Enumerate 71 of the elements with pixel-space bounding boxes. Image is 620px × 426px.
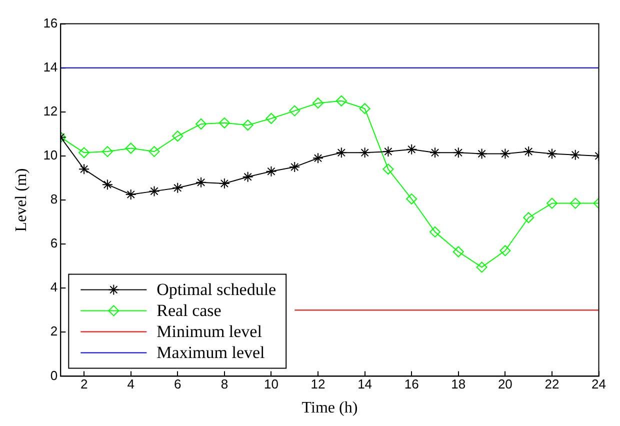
point [218, 117, 230, 128]
y-tick-label: 12 [43, 103, 58, 118]
point [289, 105, 300, 116]
x-tick-label: 24 [592, 376, 606, 392]
point [546, 198, 558, 209]
point [102, 179, 113, 190]
x-tick-label: 12 [310, 376, 326, 392]
point [148, 186, 160, 197]
point [172, 182, 184, 194]
x-tick-label: 10 [264, 376, 278, 392]
point [102, 146, 113, 158]
x-tick-label: 22 [544, 376, 560, 392]
x-tick-label: 8 [220, 376, 228, 392]
point [336, 95, 347, 106]
point [500, 245, 511, 256]
y-tick-label: 2 [50, 324, 58, 339]
point [546, 148, 558, 160]
x-tick-label: 14 [358, 376, 372, 392]
point [570, 198, 581, 209]
y-tick-label: 10 [43, 148, 58, 163]
legend-label: Real case [156, 301, 222, 320]
point [125, 188, 136, 200]
point [148, 146, 160, 158]
x-tick-label: 6 [174, 376, 182, 392]
point [476, 148, 488, 160]
point [312, 152, 324, 164]
point [430, 147, 440, 158]
point [78, 164, 90, 175]
legend-label: Minimum level [156, 322, 262, 342]
point [382, 146, 394, 158]
x-tick-label: 20 [498, 376, 512, 392]
point [242, 171, 254, 182]
point [218, 178, 230, 189]
y-tick-label: 16 [43, 15, 58, 30]
point [500, 148, 511, 160]
point [242, 120, 254, 131]
point [406, 193, 418, 204]
point [125, 142, 136, 154]
y-tick-label: 14 [43, 59, 58, 74]
point [523, 212, 534, 224]
point [452, 246, 464, 258]
point [430, 226, 440, 238]
x-tick-label: 2 [80, 376, 88, 392]
point [266, 113, 277, 124]
point [406, 144, 418, 155]
y-axis-title: Level (m) [12, 168, 30, 232]
legend-label: Optimal schedule [156, 280, 276, 300]
y-tick-label: 0 [50, 368, 58, 383]
point [312, 98, 324, 109]
point [266, 166, 277, 177]
x-tick-label: 4 [127, 376, 134, 392]
y-tick-label: 8 [50, 192, 58, 207]
point [570, 149, 581, 160]
y-tick-label: 4 [50, 280, 58, 295]
point [172, 130, 184, 142]
point [452, 147, 464, 158]
point [289, 161, 300, 172]
point [523, 146, 534, 158]
point [359, 147, 370, 158]
x-tick-label: 16 [404, 376, 419, 392]
legend-label: Maximum level [156, 343, 266, 362]
point [196, 176, 207, 188]
y-tick-label: 6 [50, 236, 58, 251]
x-tick-label: 18 [451, 376, 466, 392]
point [78, 147, 90, 158]
point [196, 118, 207, 130]
x-axis-title: Time (h) [302, 400, 358, 417]
point [476, 262, 488, 273]
point [336, 147, 347, 158]
point [382, 164, 394, 175]
point [359, 103, 370, 114]
